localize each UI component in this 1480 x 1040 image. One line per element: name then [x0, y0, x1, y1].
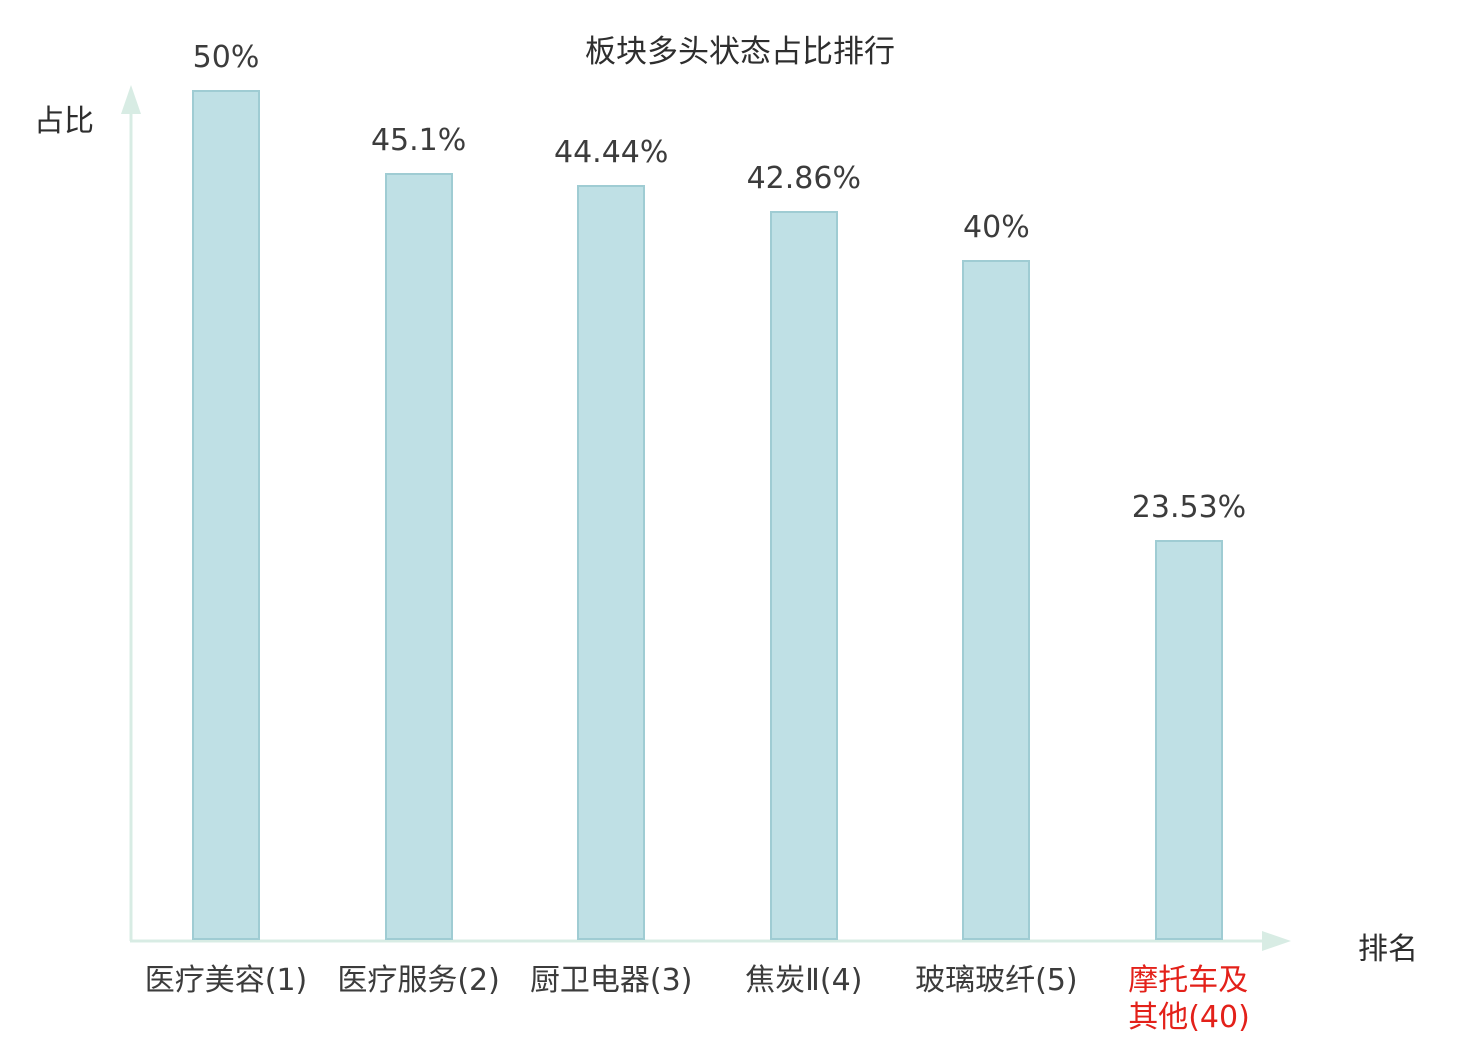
- bar-category: 厨卫电器(3): [471, 962, 751, 999]
- bar-category-label: 摩托车及 其他(40): [1128, 963, 1250, 1035]
- x-axis-arrow-icon: [1262, 931, 1291, 951]
- bar-5: [962, 260, 1031, 940]
- bar-category-label: 医疗服务(2): [337, 963, 500, 998]
- bar-category: 焦炭Ⅱ(4): [664, 962, 944, 999]
- bar-4: [769, 211, 838, 940]
- bar-category: 医疗美容(1): [86, 962, 366, 999]
- bar-1: [192, 90, 260, 940]
- bar-value-label: 44.44%: [553, 135, 669, 170]
- bar-category-label: 厨卫电器(3): [529, 963, 693, 998]
- bar-value-label: 42.86%: [746, 161, 861, 196]
- bar-category-label: 玻璃玻纤(5): [915, 963, 1078, 998]
- bar-2: [384, 173, 453, 940]
- bar-category: 医疗服务(2): [279, 962, 559, 999]
- x-axis-label: 排名: [1358, 932, 1418, 967]
- bar-category-label: 焦炭Ⅱ(4): [745, 963, 863, 998]
- bar-value-label: 50%: [192, 40, 260, 75]
- bar-category-label: 医疗美容(1): [144, 963, 308, 998]
- bar-category: 摩托车及 其他(40): [1049, 962, 1329, 1036]
- bar-6: [1155, 540, 1223, 940]
- bar-3: [577, 185, 646, 940]
- bar-value-label: 45.1%: [370, 123, 467, 158]
- y-axis-label: 占比: [34, 104, 94, 139]
- bar-value-label: 23.53%: [1131, 490, 1247, 525]
- y-axis-arrow-icon: [121, 85, 141, 114]
- bar-category: 玻璃玻纤(5): [856, 962, 1136, 999]
- bar-value-label: 40%: [963, 210, 1030, 245]
- chart-title: 板块多头状态占比排行: [585, 34, 895, 70]
